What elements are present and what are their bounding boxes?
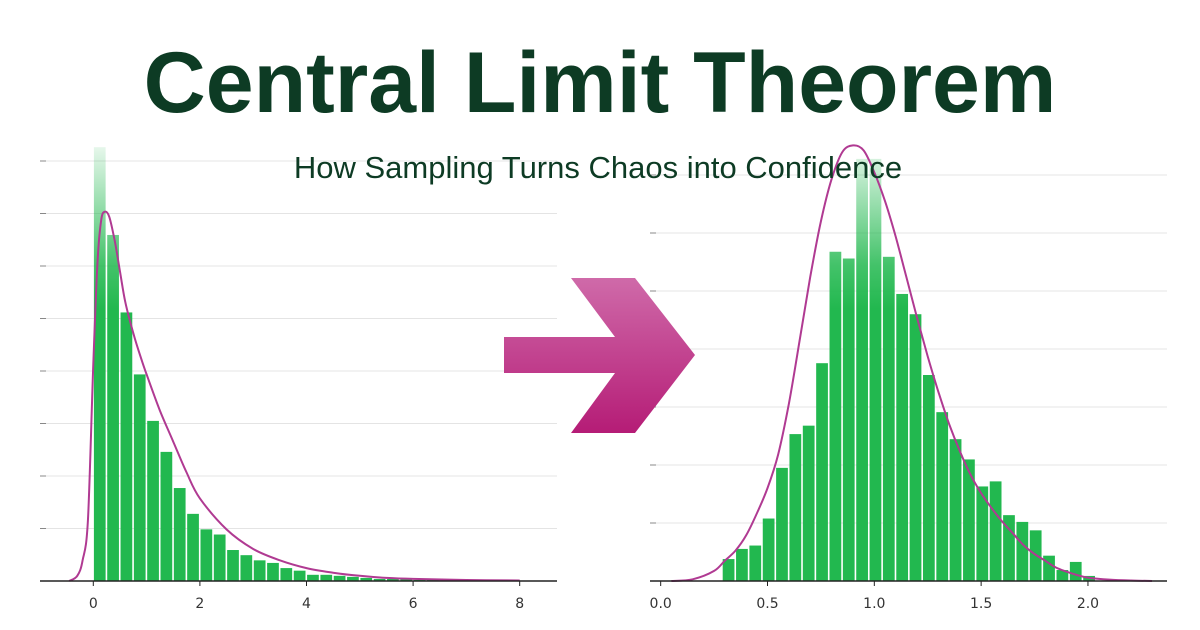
chart-right-bar <box>869 158 882 581</box>
chart-right-bar <box>829 251 842 581</box>
chart-right-bar <box>1056 570 1069 581</box>
chart-left-x-tick-label: 2 <box>195 596 204 612</box>
chart-sample-mean-distribution: 0.0 0.5 1.0 1.5 2.0 <box>650 144 1167 612</box>
chart-right-bar <box>922 375 935 581</box>
chart-left-x-tick-label: 4 <box>302 596 311 612</box>
chart-left-bar <box>107 234 119 581</box>
chart-left-bar <box>133 374 146 581</box>
chart-right-bar <box>816 363 828 581</box>
chart-left-bar <box>400 579 413 581</box>
chart-right-bar <box>842 258 855 581</box>
right-arrow-icon <box>504 278 695 433</box>
chart-right-bar <box>882 256 895 581</box>
chart-left-bar <box>293 570 306 581</box>
chart-right-bar <box>1043 555 1055 581</box>
chart-right-bar <box>1003 515 1015 581</box>
chart-right-x-tick-label: 2.0 <box>1077 596 1099 612</box>
chart-right-bar <box>989 481 1002 581</box>
chart-right-bar <box>896 293 909 581</box>
chart-right-x-tick-label: 1.0 <box>863 596 885 612</box>
chart-right-bar <box>749 545 762 581</box>
chart-right-x-tick-label: 0.0 <box>650 596 672 612</box>
chart-left-bar <box>187 513 199 581</box>
chart-right-bars <box>722 158 1095 581</box>
chart-left-bar <box>347 576 359 581</box>
chart-right-bar <box>1069 561 1082 581</box>
chart-left-bar <box>147 420 159 581</box>
chart-left-bar <box>93 147 106 581</box>
page-subtitle: How Sampling Turns Chaos into Confidence <box>294 150 902 185</box>
chart-right-bar <box>789 434 802 581</box>
chart-left-bar <box>120 312 133 581</box>
chart-right-bar <box>976 486 989 581</box>
page-title: Central Limit Theorem <box>144 35 1057 131</box>
chart-left-bar <box>240 555 253 581</box>
chart-right-bar <box>856 158 868 581</box>
chart-right-bar <box>963 459 975 581</box>
chart-left-x-axis: 0 2 4 6 8 <box>40 580 557 612</box>
chart-left-bar <box>227 550 239 581</box>
chart-right-x-tick-label: 1.5 <box>970 596 992 612</box>
chart-left-bar <box>307 574 319 581</box>
chart-left-bar <box>387 578 399 581</box>
chart-right-bar <box>949 439 962 581</box>
chart-left-bar <box>280 568 293 581</box>
chart-left-bar <box>213 534 226 581</box>
chart-right-bar <box>736 548 748 581</box>
chart-right-bar <box>936 412 949 581</box>
chart-right-bar <box>802 425 815 581</box>
chart-right-bar <box>909 314 922 581</box>
chart-right-grid <box>650 174 1167 524</box>
chart-right-x-axis: 0.0 0.5 1.0 1.5 2.0 <box>650 580 1167 612</box>
chart-right-bar <box>762 518 775 581</box>
chart-left-bar <box>267 562 279 581</box>
chart-left-x-tick-label: 6 <box>409 596 418 612</box>
chart-right-x-tick-label: 0.5 <box>756 596 778 612</box>
chart-left-bar <box>333 575 346 581</box>
chart-left-bars <box>93 147 546 581</box>
chart-left-bar <box>200 529 213 581</box>
chart-left-bar <box>253 560 266 581</box>
chart-left-bar <box>373 578 386 581</box>
chart-left-x-tick-label: 8 <box>515 596 524 612</box>
chart-skewed-distribution: 0 2 4 6 8 <box>40 147 557 612</box>
chart-right-bar <box>776 467 788 581</box>
chart-left-bar <box>160 451 173 581</box>
chart-left-x-tick-label: 0 <box>89 596 98 612</box>
chart-left-bar <box>320 574 333 581</box>
chart-right-bar <box>722 559 735 581</box>
chart-left-density-curve <box>68 210 520 582</box>
chart-left-bar <box>173 488 186 581</box>
chart-left-bar <box>360 577 373 581</box>
chart-right-bar <box>1016 521 1029 581</box>
chart-right-density-curve <box>671 144 1153 582</box>
